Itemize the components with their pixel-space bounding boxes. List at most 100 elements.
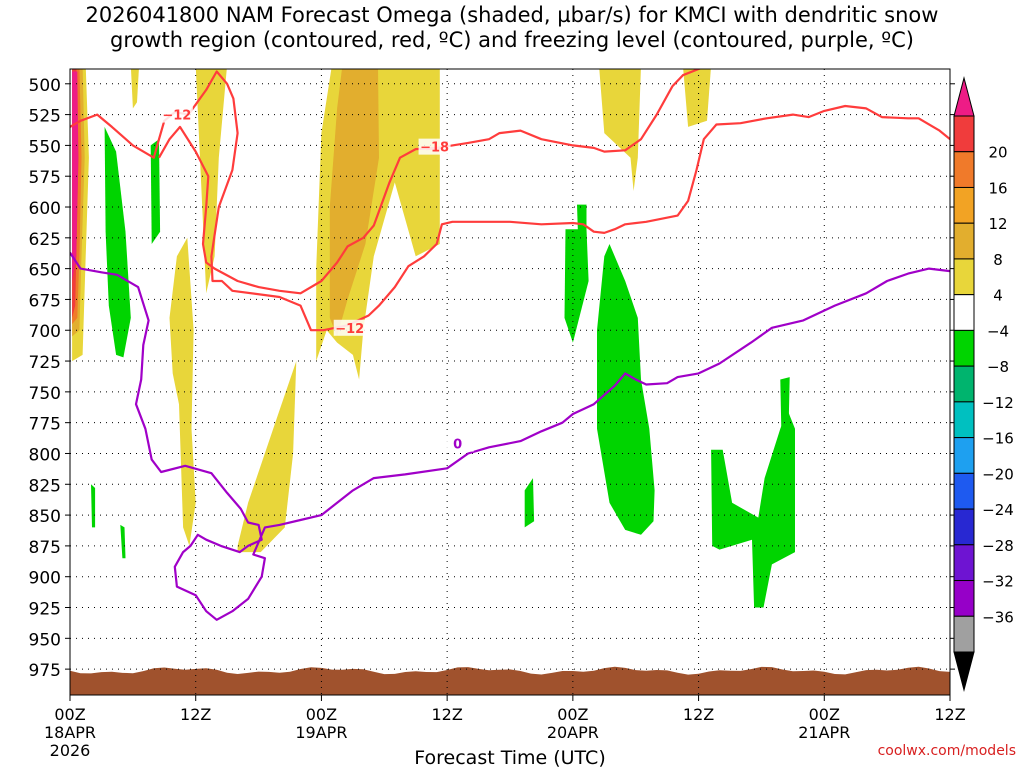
omega-region-8 [237, 361, 297, 553]
upward-motion-region-3 [120, 524, 126, 559]
colorbar-label-12: −32 [982, 573, 1014, 591]
y-tick-label-725: 725 [29, 353, 61, 373]
dendritic-isotherm-label-1: −12 [335, 322, 364, 337]
colorbar-swatch-12 [953, 508, 975, 546]
colorbar-swatch-1 [953, 115, 975, 153]
y-tick-label-925: 925 [29, 600, 61, 620]
colorbar: 20 16 12 8 4 −4 −8 −12 −16 −20 −24 −28 −32 −36 [953, 76, 1014, 692]
omega-region-12 [683, 69, 711, 127]
freezing-level-contour-3 [70, 251, 950, 621]
y-axis: 500 525 550 575 600 625 650 675 700 725 750 775 800 8… [29, 76, 955, 681]
terrain-layer [70, 666, 950, 695]
x-tick-time-60: 12Z [683, 705, 714, 724]
chart-title-line-2: growth region (contoured, red, ºC) and f… [110, 28, 914, 52]
upward-motion-region-4 [564, 229, 589, 343]
chart-title-line-1: 2026041800 NAM Forecast Omega (shaded, µ… [85, 3, 939, 27]
colorbar-label-1: 16 [988, 179, 1007, 197]
colorbar-label-2: 12 [988, 215, 1007, 233]
y-tick-label-600: 600 [29, 199, 61, 219]
y-tick-label-950: 950 [29, 630, 61, 650]
y-tick-label-650: 650 [29, 261, 61, 281]
colorbar-swatch-13 [953, 544, 975, 582]
dendritic-isotherm-label-bg-0 [160, 106, 193, 123]
colorbar-swatch-15 [953, 615, 975, 653]
dendritic-isotherm-label-0: −12 [162, 109, 191, 124]
colorbar-swatch-9 [953, 401, 975, 439]
colorbar-label-13: −36 [982, 608, 1014, 626]
dendritic-isotherm-contour-1 [158, 69, 702, 295]
contour-lines [70, 69, 950, 621]
dendritic-isotherm-label-2: −18 [420, 141, 449, 156]
colorbar-label-10: −24 [982, 501, 1014, 519]
colorbar-swatch-8 [953, 365, 975, 403]
omega-region-10 [329, 69, 379, 337]
y-tick-label-700: 700 [29, 322, 61, 342]
x-tick-time-72: 00Z [809, 705, 840, 724]
y-tick-label-550: 550 [29, 137, 61, 157]
upward-motion-region-9 [780, 377, 790, 429]
y-tick-label-775: 775 [29, 415, 61, 435]
colorbar-label-4: 4 [993, 287, 1003, 305]
colorbar-label-7: −12 [982, 394, 1014, 412]
omega-region-11 [599, 69, 641, 191]
freezing-level-label-bg-3 [441, 435, 474, 452]
x-tick-date-72: 21APR [798, 723, 850, 742]
y-tick-label-675: 675 [29, 291, 61, 311]
x-tick-time-48: 00Z [557, 705, 588, 724]
colorbar-label-9: −20 [982, 465, 1014, 483]
colorbar-label-3: 8 [993, 251, 1003, 269]
y-tick-label-900: 900 [29, 569, 61, 589]
x-tick-time-24: 00Z [306, 705, 337, 724]
colorbar-label-5: −4 [987, 322, 1009, 340]
colorbar-swatch-5 [953, 258, 975, 296]
upward-motion-region-5 [577, 204, 587, 238]
colorbar-swatch-4 [953, 222, 975, 260]
omega-region-5 [130, 69, 139, 109]
credit-text: coolwx.com/models [878, 743, 1016, 759]
plot-frame [69, 68, 951, 696]
colorbar-label-6: −8 [987, 358, 1009, 376]
x-tick-date-0: 18APR [44, 723, 96, 742]
freezing-level-label-3: 0 [453, 438, 462, 453]
colorbar-swatch-7 [953, 329, 975, 367]
grid-lines [70, 69, 950, 695]
y-tick-label-800: 800 [29, 445, 61, 465]
omega-region-6 [195, 69, 227, 294]
y-tick-label-975: 975 [29, 661, 61, 681]
upward-motion-region-6 [524, 478, 535, 528]
dendritic-isotherm-label-bg-2 [418, 138, 451, 155]
y-tick-label-850: 850 [29, 507, 61, 527]
y-tick-label-575: 575 [29, 168, 61, 188]
x-tick-time-36: 12Z [431, 705, 462, 724]
dendritic-isotherm-contour-0 [70, 70, 950, 332]
y-tick-label-875: 875 [29, 538, 61, 558]
terrain-surface [70, 666, 950, 695]
x-tick-date-24: 19APR [295, 723, 347, 742]
colorbar-swatch-6 [953, 294, 975, 331]
x-tick-time-12: 12Z [180, 705, 211, 724]
colorbar-swatch-10 [953, 437, 975, 474]
omega-shading [72, 69, 795, 608]
y-tick-label-825: 825 [29, 476, 61, 496]
upward-motion-region-2 [91, 484, 96, 528]
upward-motion-region-7 [597, 244, 655, 535]
y-tick-label-525: 525 [29, 107, 61, 127]
y-tick-label-625: 625 [29, 230, 61, 250]
x-tick-time-0: 00Z [54, 705, 85, 724]
colorbar-label-8: −16 [982, 430, 1014, 448]
colorbar-swatch-3 [953, 186, 975, 224]
x-axis-label: Forecast Time (UTC) [414, 747, 605, 768]
y-tick-label-500: 500 [29, 76, 61, 96]
colorbar-top-arrow [953, 76, 975, 117]
upward-motion-region-8 [711, 410, 795, 608]
colorbar-swatch-2 [953, 151, 975, 188]
upward-motion-region-1 [150, 139, 161, 244]
colorbar-label-0: 20 [988, 144, 1007, 162]
colorbar-swatch-14 [953, 580, 975, 617]
colorbar-swatch-11 [953, 472, 975, 510]
colorbar-bottom-arrow [953, 651, 975, 692]
dendritic-isotherm-label-bg-1 [333, 319, 366, 336]
